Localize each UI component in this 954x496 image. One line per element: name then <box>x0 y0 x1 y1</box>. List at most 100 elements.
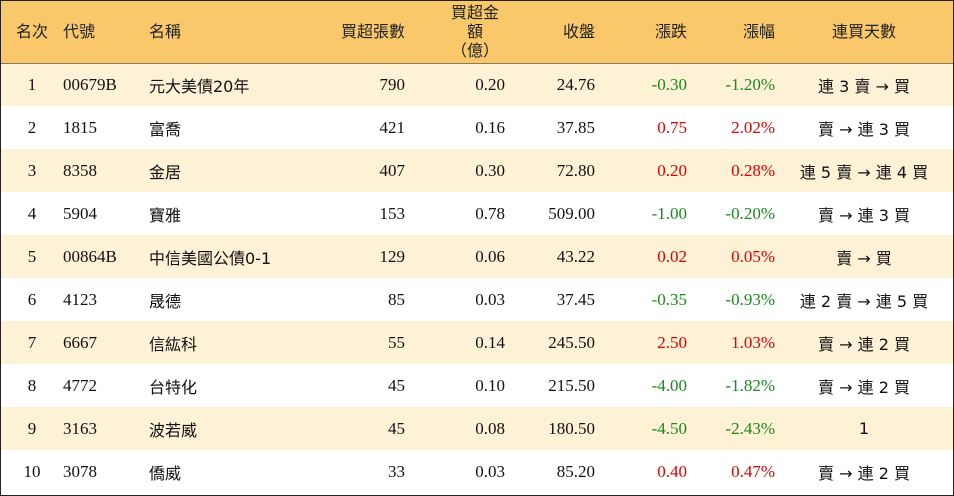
change-pct-cell: -0.93% <box>725 289 775 309</box>
name-cell: 晟德 <box>149 291 182 311</box>
header-change: 漲跌 <box>595 1 687 64</box>
code-cell: 8358 <box>63 160 97 180</box>
close-cell: 24.76 <box>556 74 595 94</box>
rank-cell: 7 <box>27 332 37 352</box>
streak-cell: 連 5 賣 → 連 4 買 <box>799 162 929 182</box>
close-cell: 180.50 <box>548 418 595 438</box>
table-row: 10 3078 僑威 33 0.03 85.20 0.40 0.47% 賣 → 連 2 買 <box>1 450 953 493</box>
name-cell: 信紘科 <box>149 334 198 354</box>
header-name: 名稱 <box>149 1 307 64</box>
table-row: 7 6667 信紘科 55 0.14 245.50 2.50 1.03% 賣 → 連 2 買 <box>1 321 953 364</box>
name-cell: 元大美債20年 <box>149 76 250 96</box>
header-net-buy-amount-line2: （億） <box>450 41 499 61</box>
streak-cell: 連 2 賣 → 連 5 買 <box>799 291 929 311</box>
close-cell: 215.50 <box>548 375 595 395</box>
header-streak: 連買天數 <box>775 1 953 64</box>
net-buy-amount-cell: 0.20 <box>475 74 505 94</box>
rank-cell: 9 <box>27 418 37 438</box>
net-buy-amount-cell: 0.06 <box>475 246 505 266</box>
code-cell: 4123 <box>63 289 97 309</box>
rank-cell: 4 <box>27 203 37 223</box>
net-buy-amount-cell: 0.30 <box>475 160 505 180</box>
change-pct-cell: 0.47% <box>731 461 775 481</box>
name-cell: 中信美國公債0-1 <box>149 248 272 268</box>
name-cell: 波若威 <box>149 420 198 440</box>
close-cell: 37.45 <box>556 289 595 309</box>
rank-cell: 5 <box>27 246 37 266</box>
table-row: 8 4772 台特化 45 0.10 215.50 -4.00 -1.82% 賣 → 連 2 買 <box>1 364 953 407</box>
streak-cell: 賣 → 連 2 買 <box>818 334 910 354</box>
change-pct-cell: -1.20% <box>725 74 775 94</box>
table-header-row: 名次 代號 名稱 買超張數 買超金額 （億） 收盤 漲跌 漲幅 連買天數 <box>1 1 953 64</box>
streak-cell: 賣 → 連 3 買 <box>818 119 910 139</box>
net-buy-amount-cell: 0.03 <box>475 461 505 481</box>
net-buy-amount-cell: 0.78 <box>475 203 505 223</box>
net-buy-lots-cell: 790 <box>379 74 406 94</box>
net-buy-lots-cell: 85 <box>388 289 405 309</box>
code-cell: 6667 <box>63 332 97 352</box>
change-cell: -0.35 <box>651 289 687 309</box>
net-buy-lots-cell: 407 <box>379 160 406 180</box>
close-cell: 43.22 <box>556 246 595 266</box>
streak-cell: 賣 → 連 3 買 <box>818 205 910 225</box>
header-code: 代號 <box>63 1 149 64</box>
change-pct-cell: 0.05% <box>731 246 775 266</box>
code-cell: 1815 <box>63 117 97 137</box>
header-net-buy-lots: 買超張數 <box>307 1 405 64</box>
change-cell: -0.30 <box>651 74 687 94</box>
change-pct-cell: -0.20% <box>725 203 775 223</box>
close-cell: 72.80 <box>556 160 595 180</box>
streak-cell: 連 3 賣 → 買 <box>818 76 910 96</box>
code-cell: 3078 <box>63 461 97 481</box>
name-cell: 台特化 <box>149 377 198 397</box>
net-buy-amount-cell: 0.16 <box>475 117 505 137</box>
table-row: 9 3163 波若威 45 0.08 180.50 -4.50 -2.43% 1 <box>1 407 953 450</box>
change-cell: -4.00 <box>651 375 687 395</box>
net-buy-lots-cell: 421 <box>379 117 406 137</box>
rank-cell: 3 <box>27 160 37 180</box>
rank-cell: 6 <box>27 289 37 309</box>
net-buy-amount-cell: 0.03 <box>475 289 505 309</box>
name-cell: 金居 <box>149 162 182 182</box>
rank-cell: 8 <box>27 375 37 395</box>
name-cell: 僑威 <box>149 463 182 483</box>
rank-cell: 2 <box>27 117 37 137</box>
net-buy-lots-cell: 33 <box>388 461 405 481</box>
header-net-buy-amount: 買超金額 （億） <box>405 1 505 64</box>
change-cell: 0.02 <box>657 246 687 266</box>
header-rank: 名次 <box>1 1 63 64</box>
change-cell: -4.50 <box>651 418 687 438</box>
change-cell: 0.20 <box>657 160 687 180</box>
rank-cell: 1 <box>27 74 37 94</box>
net-buy-amount-cell: 0.14 <box>475 332 505 352</box>
net-buy-amount-cell: 0.08 <box>475 418 505 438</box>
code-cell: 3163 <box>63 418 97 438</box>
change-pct-cell: 0.28% <box>731 160 775 180</box>
net-buy-amount-cell: 0.10 <box>475 375 505 395</box>
table-row: 3 8358 金居 407 0.30 72.80 0.20 0.28% 連 5 賣 → 連 4 … <box>1 149 953 192</box>
net-buy-lots-cell: 55 <box>388 332 405 352</box>
change-cell: 0.40 <box>657 461 687 481</box>
header-close: 收盤 <box>505 1 595 64</box>
name-cell: 寶雅 <box>149 205 182 225</box>
rank-cell: 10 <box>23 461 41 481</box>
change-cell: 0.75 <box>657 117 687 137</box>
change-pct-cell: 2.02% <box>731 117 775 137</box>
streak-cell: 賣 → 買 <box>836 248 892 268</box>
close-cell: 509.00 <box>548 203 595 223</box>
streak-cell: 賣 → 連 2 買 <box>818 377 910 397</box>
table-row: 4 5904 寶雅 153 0.78 509.00 -1.00 -0.20% 賣 → 連 3 買 <box>1 192 953 235</box>
code-cell: 4772 <box>63 375 97 395</box>
header-net-buy-amount-line1: 買超金額 <box>450 3 499 42</box>
header-change-pct: 漲幅 <box>687 1 775 64</box>
change-pct-cell: 1.03% <box>731 332 775 352</box>
close-cell: 85.20 <box>556 461 595 481</box>
table-row: 1 00679B 元大美債20年 790 0.20 24.76 -0.30 -1.20% 連 3… <box>1 63 953 106</box>
streak-cell: 賣 → 連 2 買 <box>818 463 910 483</box>
net-buy-lots-cell: 45 <box>388 418 405 438</box>
close-cell: 245.50 <box>548 332 595 352</box>
code-cell: 5904 <box>63 203 97 223</box>
net-buy-lots-cell: 45 <box>388 375 405 395</box>
